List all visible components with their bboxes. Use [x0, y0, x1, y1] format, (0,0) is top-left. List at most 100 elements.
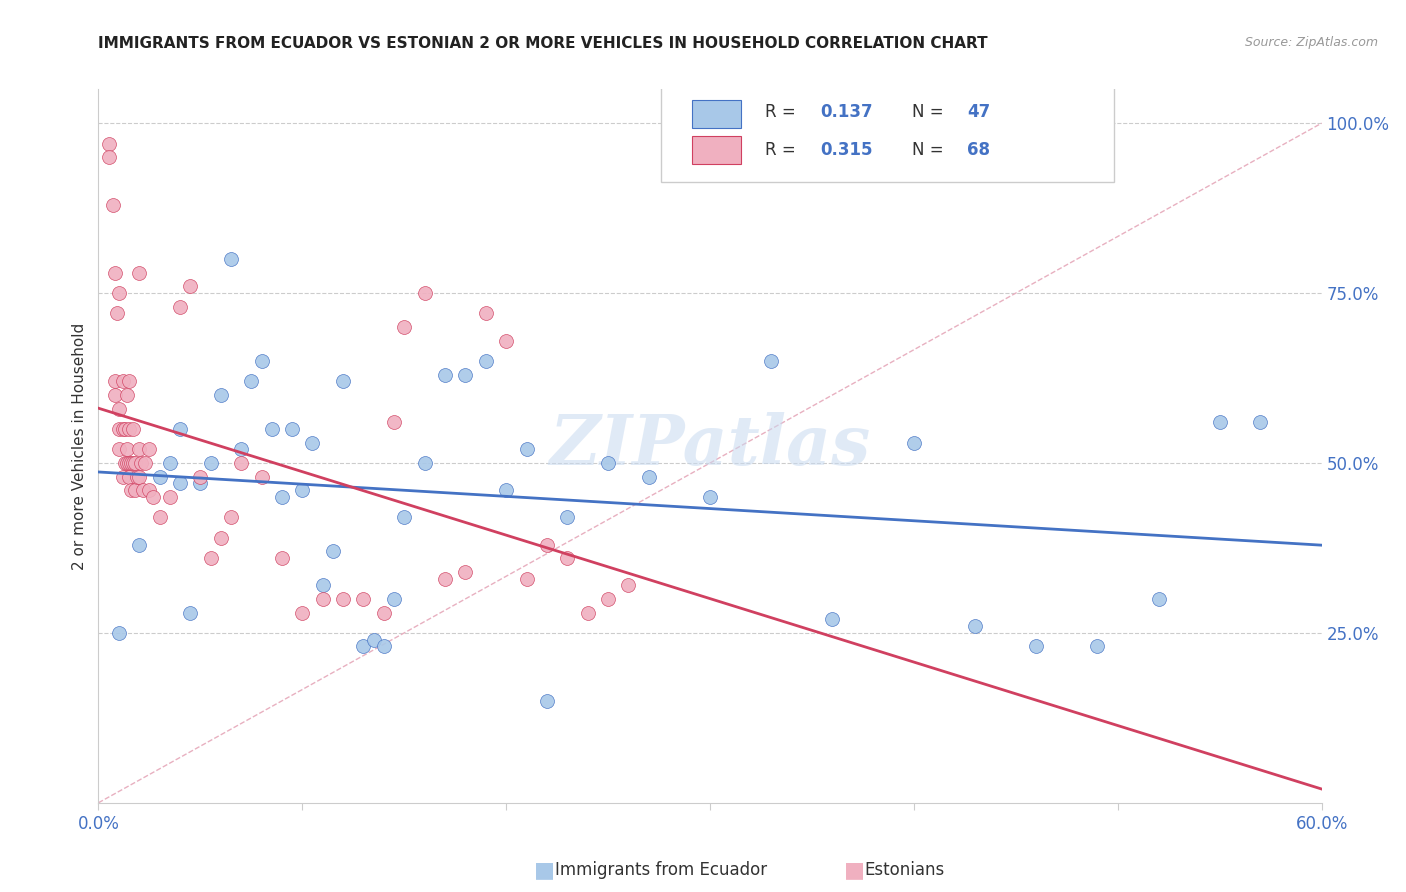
Point [617, 578, 640, 592]
Point [270, 490, 294, 504]
Point [179, 279, 201, 293]
Point [97, 136, 120, 151]
Point [332, 375, 354, 389]
Text: 47: 47 [967, 103, 990, 121]
Point [413, 286, 436, 301]
Point [382, 591, 405, 606]
Point [1085, 640, 1108, 654]
Point [598, 591, 620, 606]
Point [598, 456, 620, 470]
Point [392, 320, 416, 334]
Point [108, 626, 131, 640]
Point [557, 510, 579, 524]
Point [281, 422, 304, 436]
Point [1249, 415, 1271, 429]
Point [188, 469, 212, 483]
Point [260, 422, 283, 436]
Point [312, 578, 335, 592]
Point [114, 422, 136, 436]
Point [128, 469, 150, 483]
Point [352, 591, 374, 606]
Point [219, 252, 242, 266]
Point [454, 368, 477, 382]
Point [373, 606, 395, 620]
Point [965, 619, 987, 633]
Point [312, 591, 335, 606]
Point [120, 483, 142, 498]
Point [124, 456, 146, 470]
Point [120, 456, 142, 470]
Point [128, 537, 150, 551]
Point [516, 442, 538, 457]
Point [250, 469, 273, 483]
Point [536, 694, 558, 708]
Text: N =: N = [912, 103, 949, 121]
Point [101, 198, 124, 212]
Point [219, 510, 242, 524]
FancyBboxPatch shape [692, 100, 741, 128]
Point [231, 456, 253, 470]
Point [169, 300, 191, 314]
FancyBboxPatch shape [692, 136, 741, 164]
Point [122, 456, 145, 470]
Point [536, 537, 558, 551]
Point [322, 544, 344, 558]
Point [291, 483, 314, 498]
Text: ■: ■ [534, 860, 555, 880]
Point [382, 415, 405, 429]
Text: Immigrants from Ecuador: Immigrants from Ecuador [555, 861, 768, 879]
Text: ■: ■ [844, 860, 865, 880]
Point [104, 388, 127, 402]
Point [638, 469, 661, 483]
Point [108, 422, 131, 436]
Point [118, 469, 141, 483]
Text: 68: 68 [967, 141, 990, 159]
Text: Source: ZipAtlas.com: Source: ZipAtlas.com [1244, 36, 1378, 49]
Point [111, 422, 134, 436]
Point [132, 483, 155, 498]
Point [209, 388, 232, 402]
Text: Estonians: Estonians [865, 861, 945, 879]
Point [516, 572, 538, 586]
Point [124, 483, 146, 498]
Point [138, 442, 160, 457]
Point [115, 388, 138, 402]
Point [1025, 640, 1047, 654]
Point [169, 476, 191, 491]
Text: ZIPatlas: ZIPatlas [550, 412, 870, 480]
Point [373, 640, 395, 654]
Point [474, 306, 498, 320]
Point [200, 551, 222, 566]
Point [111, 375, 134, 389]
Point [200, 456, 222, 470]
Point [576, 606, 599, 620]
Point [169, 422, 191, 436]
Point [240, 375, 263, 389]
Point [231, 442, 253, 457]
Point [434, 368, 457, 382]
Point [108, 401, 131, 416]
Point [108, 286, 131, 301]
Point [115, 442, 138, 457]
Point [97, 150, 120, 164]
Point [761, 354, 783, 368]
Point [1209, 415, 1232, 429]
Point [352, 640, 374, 654]
Point [250, 354, 273, 368]
Point [111, 469, 134, 483]
Point [127, 469, 149, 483]
Point [114, 456, 136, 470]
Point [557, 551, 579, 566]
Point [104, 266, 127, 280]
Point [903, 435, 925, 450]
Point [699, 490, 721, 504]
Point [392, 510, 416, 524]
Text: 0.137: 0.137 [820, 103, 873, 121]
Text: R =: R = [765, 141, 801, 159]
Text: IMMIGRANTS FROM ECUADOR VS ESTONIAN 2 OR MORE VEHICLES IN HOUSEHOLD CORRELATION : IMMIGRANTS FROM ECUADOR VS ESTONIAN 2 OR… [98, 36, 988, 51]
Point [118, 375, 141, 389]
Text: 0.315: 0.315 [820, 141, 873, 159]
Point [301, 435, 323, 450]
FancyBboxPatch shape [661, 82, 1114, 182]
Point [118, 456, 141, 470]
